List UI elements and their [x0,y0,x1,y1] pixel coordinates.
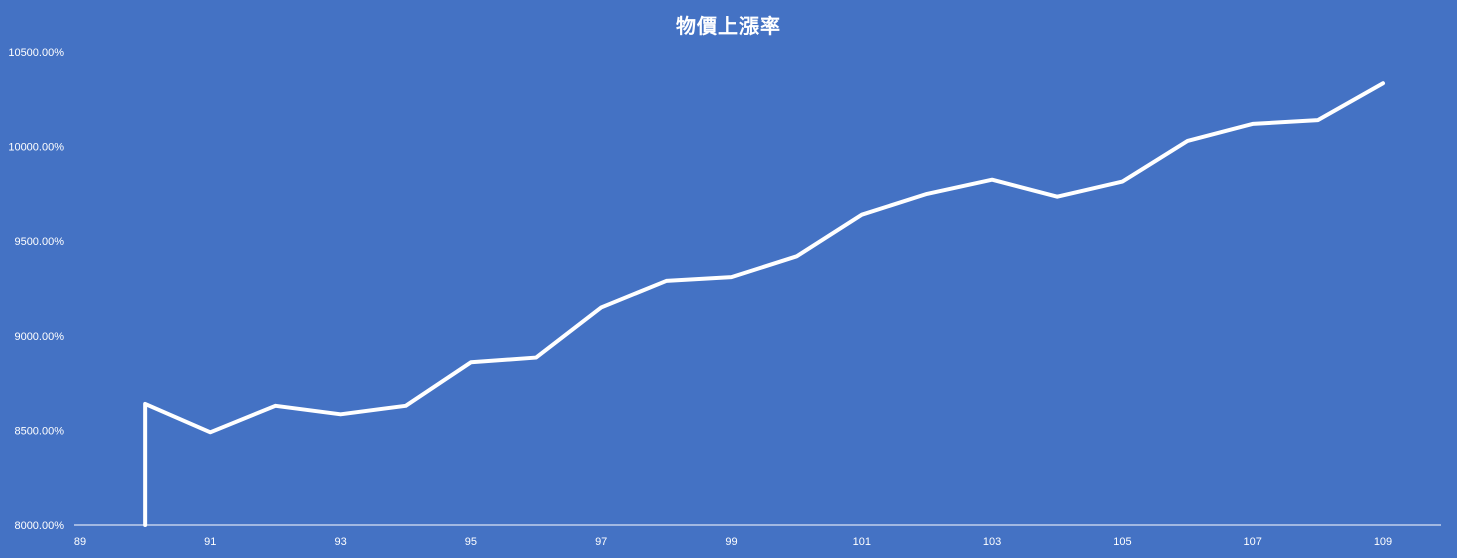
x-tick-label: 103 [983,536,1001,548]
x-tick-label: 91 [204,536,216,548]
x-tick-label: 93 [334,536,346,548]
y-tick-label: 10500.00% [8,47,64,59]
x-tick-label: 95 [465,536,477,548]
x-tick-label: 99 [725,536,737,548]
y-axis-labels: 8000.00% 8500.00% 9000.00% 9500.00% 10000.00… [8,47,64,532]
x-tick-label: 89 [74,536,86,548]
y-tick-label: 8500.00% [14,425,64,437]
series-layer [143,81,1385,527]
series-line [143,81,1385,527]
x-tick-label: 107 [1244,536,1262,548]
y-tick-label: 8000.00% [14,520,64,532]
x-tick-label: 105 [1113,536,1131,548]
x-axis-labels: 89 91 93 95 97 99 101 103 105 107 109 [74,536,1392,548]
y-tick-label: 10000.00% [8,142,64,154]
drop-lines [209,83,1384,525]
x-tick-label: 109 [1374,536,1392,548]
y-tick-label: 9000.00% [14,331,64,343]
x-tick-label: 101 [853,536,871,548]
chart-title: 物價上漲率 [676,14,781,38]
x-tick-label: 97 [595,536,607,548]
y-tick-label: 9500.00% [14,236,64,248]
